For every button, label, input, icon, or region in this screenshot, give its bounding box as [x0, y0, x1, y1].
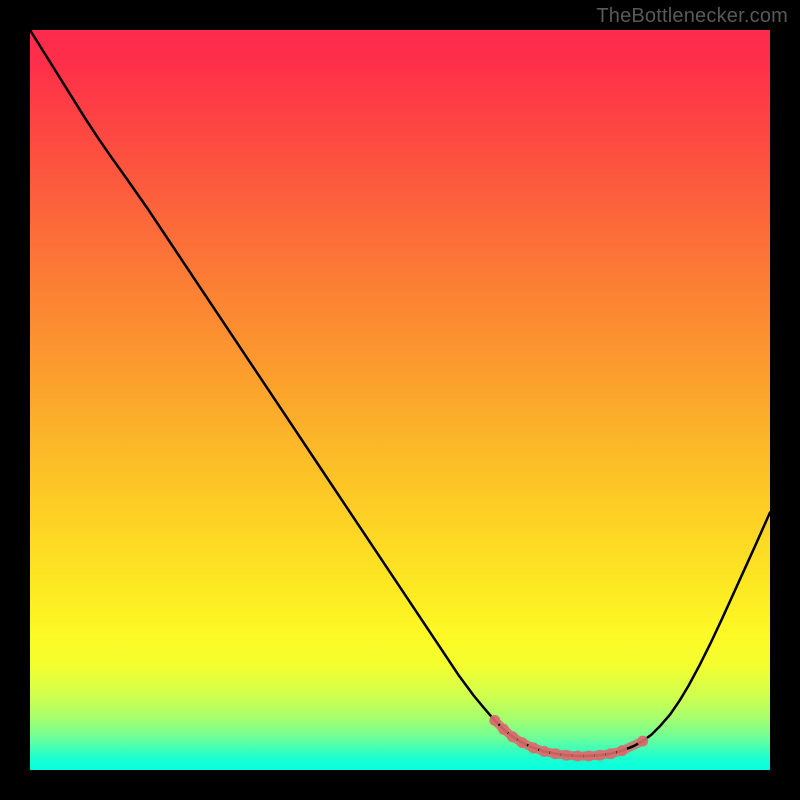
chart-container	[30, 30, 770, 770]
chart-svg	[30, 30, 770, 770]
chart-background	[30, 30, 770, 770]
watermark-text: TheBottlenecker.com	[596, 5, 788, 28]
